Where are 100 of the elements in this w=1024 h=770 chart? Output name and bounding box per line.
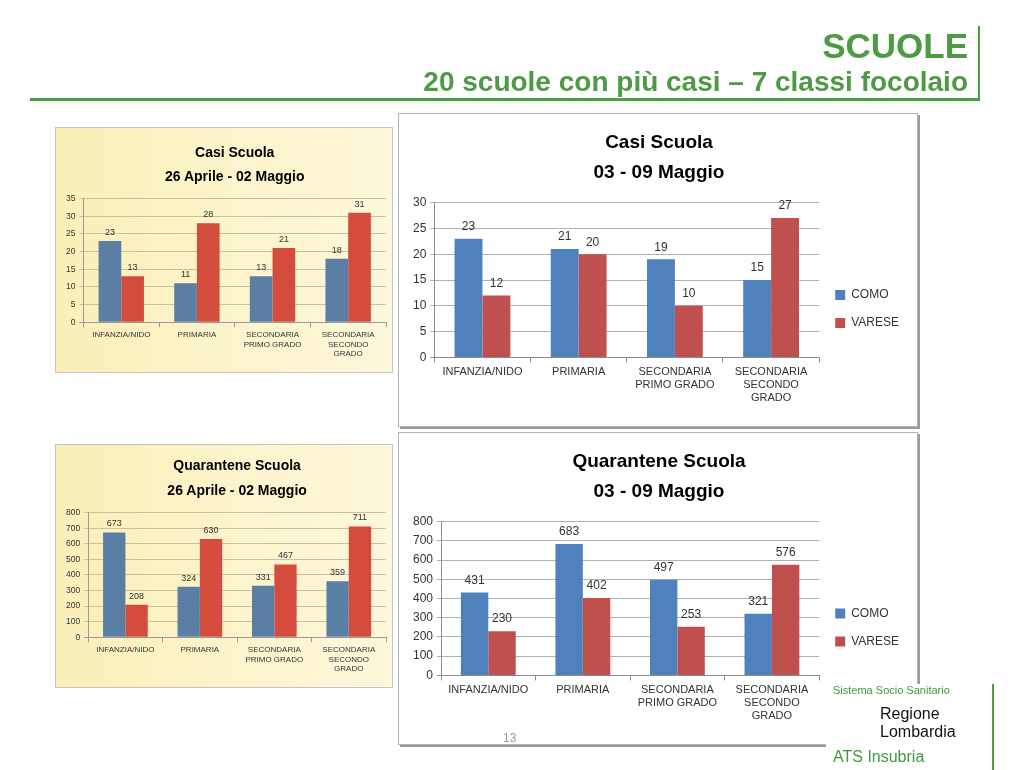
x-tick-label: PRIMARIA — [556, 683, 611, 696]
y-tick-label: 600 — [65, 538, 81, 549]
legend-label: VARESE — [851, 315, 899, 330]
data-label: 324 — [181, 572, 197, 583]
data-label: 208 — [129, 590, 145, 601]
bar — [325, 258, 349, 322]
data-label: 230 — [491, 611, 513, 626]
y-tick-label: 300 — [412, 610, 434, 625]
data-label: 31 — [354, 198, 365, 209]
legend-label: COMO — [851, 287, 889, 302]
y-tick-label: 700 — [412, 533, 434, 548]
data-label: 331 — [255, 571, 271, 582]
bar — [454, 238, 483, 357]
data-label: 253 — [681, 607, 702, 622]
x-tick-label: INFANZIA/NIDO — [92, 330, 151, 340]
y-tick-label: 300 — [65, 584, 81, 595]
data-label: 467 — [277, 550, 293, 561]
data-label: 711 — [352, 512, 368, 523]
data-label: 23 — [461, 219, 476, 234]
data-label: 20 — [585, 234, 600, 249]
bar — [199, 539, 223, 637]
chart-title: Quarantene Scuola — [572, 449, 747, 471]
y-tick-label: 500 — [65, 553, 81, 564]
bar — [272, 248, 296, 322]
x-tick-label: SECONDARIA SECONDO GRADO — [735, 683, 809, 722]
y-tick-label: 500 — [412, 571, 434, 586]
y-tick-label: 30 — [65, 210, 76, 221]
text: Regione Lombardia — [880, 705, 957, 742]
data-label: 15 — [750, 260, 765, 275]
data-label: 673 — [106, 518, 122, 529]
x-tick-label: INFANZIA/NIDO — [442, 365, 523, 378]
data-label: 10 — [682, 286, 696, 301]
chart-subtitle: 26 Aprile - 02 Maggio — [164, 168, 305, 185]
bar — [274, 564, 297, 637]
y-tick-label: 0 — [426, 667, 434, 682]
bar — [121, 276, 144, 322]
x-tick-label: PRIMARIA — [552, 365, 606, 378]
y-tick-label: 20 — [65, 245, 76, 256]
y-tick-label: 25 — [412, 220, 427, 235]
y-tick-label: 100 — [412, 648, 434, 663]
bar — [550, 249, 579, 357]
bar — [677, 626, 705, 675]
data-label: 23 — [104, 226, 115, 237]
y-tick-label: 0 — [70, 316, 76, 327]
chart-subtitle: 26 Aprile - 02 Maggio — [167, 482, 307, 499]
bar — [177, 586, 200, 637]
y-tick-label: 400 — [412, 590, 434, 605]
data-label: 402 — [586, 578, 607, 593]
y-tick-label: 700 — [65, 522, 81, 533]
bar — [196, 223, 220, 322]
bar — [488, 631, 516, 675]
legend-label: VARESE — [851, 633, 899, 648]
y-tick-label: 5 — [70, 298, 76, 309]
text: Sistema Socio Sanitario — [833, 684, 950, 697]
bar — [555, 544, 583, 675]
bar — [251, 585, 275, 637]
data-label: 630 — [203, 525, 219, 536]
bar — [649, 579, 678, 675]
y-tick-label: 200 — [65, 600, 81, 611]
y-tick-label: 200 — [412, 629, 434, 644]
bar — [174, 283, 197, 322]
x-tick-label: INFANZIA/NIDO — [448, 683, 529, 696]
data-label: 576 — [775, 544, 796, 559]
bar — [771, 564, 800, 675]
y-tick-label: 0 — [75, 631, 81, 642]
y-tick-label: 100 — [65, 615, 81, 626]
bar — [482, 295, 511, 357]
data-label: 27 — [778, 198, 793, 213]
text: 20 scuole con più casi – 7 classi focolaio — [423, 66, 968, 99]
bar — [744, 613, 772, 675]
text: ATS Insubria — [833, 748, 925, 767]
y-tick-label: 15 — [65, 263, 76, 274]
x-tick-label: SECONDARIA PRIMO GRADO — [637, 683, 718, 709]
y-tick-label: 800 — [65, 506, 81, 517]
data-label: 13 — [256, 262, 267, 273]
bar — [582, 598, 611, 675]
data-label: 12 — [489, 275, 504, 290]
bar — [98, 240, 122, 322]
text: SCUOLE — [822, 26, 968, 67]
bar — [578, 254, 607, 357]
data-label: 359 — [330, 567, 346, 578]
bar — [125, 604, 148, 637]
y-tick-label: 600 — [412, 552, 434, 567]
y-tick-label: 10 — [412, 298, 427, 313]
data-label: 18 — [331, 244, 342, 255]
data-label: 321 — [748, 594, 769, 608]
legend-label: COMO — [851, 605, 889, 620]
data-label: 21 — [278, 234, 289, 245]
x-tick-label: SECONDARIA SECONDO GRADO — [734, 365, 809, 404]
bar — [249, 276, 273, 322]
chart-title: Quarantene Scuola — [173, 457, 302, 474]
bar — [326, 581, 349, 637]
bar — [348, 212, 371, 322]
x-tick-label: SECONDARIA SECONDO GRADO — [322, 645, 376, 674]
data-label: 19 — [654, 239, 668, 254]
y-tick-label: 5 — [419, 323, 427, 338]
bar — [743, 280, 772, 357]
bar — [103, 532, 126, 637]
chart-subtitle: 03 - 09 Maggio — [593, 161, 725, 183]
y-tick-label: 10 — [65, 281, 76, 292]
